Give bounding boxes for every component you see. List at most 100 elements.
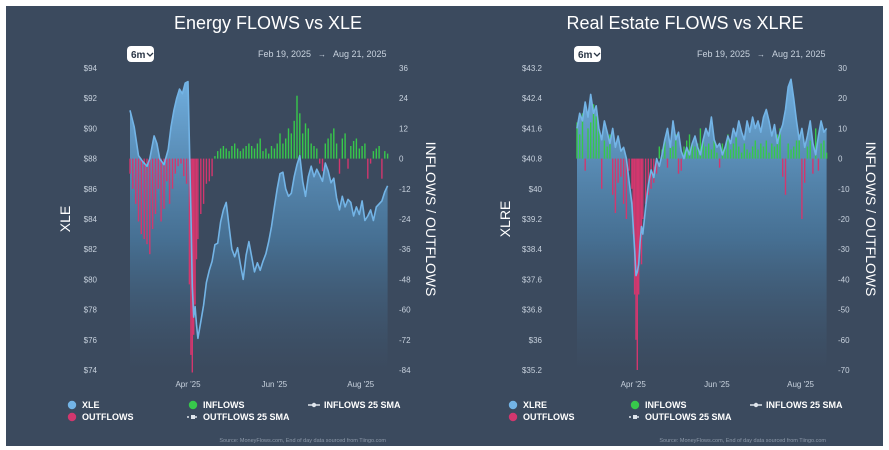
outflow-bar	[137, 158, 140, 222]
legend-item[interactable]: INFLOWS 25 SMA	[308, 400, 401, 410]
inflow-bar	[355, 138, 358, 159]
outflow-bar	[677, 158, 680, 174]
y2-tick-label: -60	[838, 336, 850, 345]
date-arrow-icon: →	[757, 50, 765, 59]
inflow-bar	[771, 143, 773, 159]
chevron-down-icon[interactable]	[593, 52, 601, 57]
y2-tick-label: 0	[838, 155, 843, 164]
date-to: Aug 21, 2025	[333, 49, 387, 59]
outflow-bar	[168, 158, 171, 204]
outflow-bar	[149, 158, 151, 255]
inflow-bar	[270, 146, 273, 159]
outflow-bar	[632, 158, 634, 235]
legend-item[interactable]: OUTFLOWS	[508, 412, 575, 422]
legend-line-marker[interactable]	[311, 402, 317, 408]
outflow-bar	[208, 158, 210, 182]
legend-line-marker[interactable]	[753, 402, 759, 408]
inflow-bar	[773, 146, 776, 159]
y2-tick-label: -48	[399, 275, 411, 284]
y2-tick-label: 0	[399, 155, 404, 164]
legend-dot-icon[interactable]	[508, 412, 518, 422]
y-tick-label: $40	[529, 185, 543, 194]
y-tick-label: $41.6	[522, 124, 543, 133]
range-button[interactable]: 6m	[574, 46, 601, 62]
legend-item[interactable]: INFLOWS	[188, 400, 245, 410]
outflow-bar	[680, 158, 682, 171]
chevron-down-icon[interactable]	[146, 52, 154, 57]
price-area	[577, 79, 827, 371]
outflow-bar	[146, 158, 148, 245]
legend-label: XLRE	[523, 400, 547, 410]
price-line	[576, 78, 828, 277]
legend-label: OUTFLOWS	[523, 412, 575, 422]
inflow-bar	[738, 146, 740, 159]
outflow-bar	[132, 158, 134, 189]
outflow-bar	[338, 158, 341, 174]
y-tick-label: $37.6	[522, 275, 543, 284]
inflow-bar	[236, 148, 239, 159]
legend-item[interactable]: INFLOWS 25 SMA	[750, 400, 843, 410]
y-tick-label: $39.2	[522, 215, 543, 224]
inflow-bar	[262, 151, 264, 159]
inflow-bar	[375, 148, 377, 159]
chart-title: Real Estate FLOWS vs XLRE	[566, 13, 803, 33]
outflow-bar	[640, 158, 643, 265]
x-tick-label: Aug '25	[787, 380, 814, 389]
legend-dot-icon[interactable]	[508, 400, 518, 410]
outflow-bar	[617, 158, 619, 183]
outflow-bar	[584, 158, 586, 171]
legend-item[interactable]: XLRE	[508, 400, 547, 410]
legend-dot-icon[interactable]	[630, 400, 640, 410]
legend-label: OUTFLOWS	[82, 412, 134, 422]
outflow-bar	[601, 158, 603, 189]
y-tick-label: $35.2	[522, 366, 543, 375]
outflow-bar	[135, 158, 137, 204]
outflow-bar	[636, 158, 638, 370]
price-area	[130, 81, 388, 370]
legend-item[interactable]: OUTFLOWS 25 SMA	[187, 412, 290, 422]
legend-item[interactable]: INFLOWS	[630, 400, 687, 410]
y2-tick-label: 10	[838, 124, 847, 133]
inflow-bar	[217, 151, 219, 159]
outflow-bar	[614, 158, 617, 213]
legend-dot-icon[interactable]	[188, 400, 198, 410]
legend-label: INFLOWS 25 SMA	[324, 400, 401, 410]
legend-item[interactable]: OUTFLOWS	[67, 412, 134, 422]
inflow-bar	[219, 148, 222, 159]
outflow-bar	[211, 158, 213, 177]
outflow-bar	[647, 158, 649, 195]
date-arrow-icon: →	[318, 50, 326, 59]
outflow-bar	[190, 158, 192, 355]
outflow-bar	[644, 158, 647, 204]
legend-dash-marker[interactable]	[633, 415, 637, 419]
inflow-bar	[790, 149, 792, 159]
legend-item[interactable]: XLE	[67, 400, 100, 410]
inflow-bar	[592, 104, 595, 159]
range-button-bg[interactable]	[574, 46, 601, 62]
y2-tick-label: -70	[838, 366, 850, 375]
inflow-bar	[310, 143, 312, 159]
outflow-bar	[177, 158, 179, 167]
y2-tick-label: -72	[399, 336, 411, 345]
legend-dot-icon[interactable]	[67, 400, 77, 410]
range-button-bg[interactable]	[127, 46, 154, 62]
y-tick-label: $80	[84, 275, 98, 284]
outflow-bar	[631, 158, 633, 189]
inflow-bar	[253, 148, 256, 159]
legend-label: XLE	[82, 400, 100, 410]
outflow-bar	[784, 158, 787, 195]
legend-dash-marker[interactable]	[191, 415, 195, 419]
inflow-bar	[276, 143, 278, 159]
outflow-bar	[197, 158, 199, 240]
legend-dot-icon[interactable]	[67, 412, 77, 422]
inflow-bar	[795, 140, 798, 159]
inflow-bar	[749, 152, 751, 159]
range-button[interactable]: 6m	[127, 46, 154, 62]
range-button-label: 6m	[131, 50, 146, 61]
inflow-bar	[697, 143, 699, 159]
legend-item[interactable]: OUTFLOWS 25 SMA	[629, 412, 732, 422]
outflow-bar	[666, 158, 669, 168]
inflow-bar	[724, 146, 726, 159]
inflow-bar	[760, 143, 762, 159]
